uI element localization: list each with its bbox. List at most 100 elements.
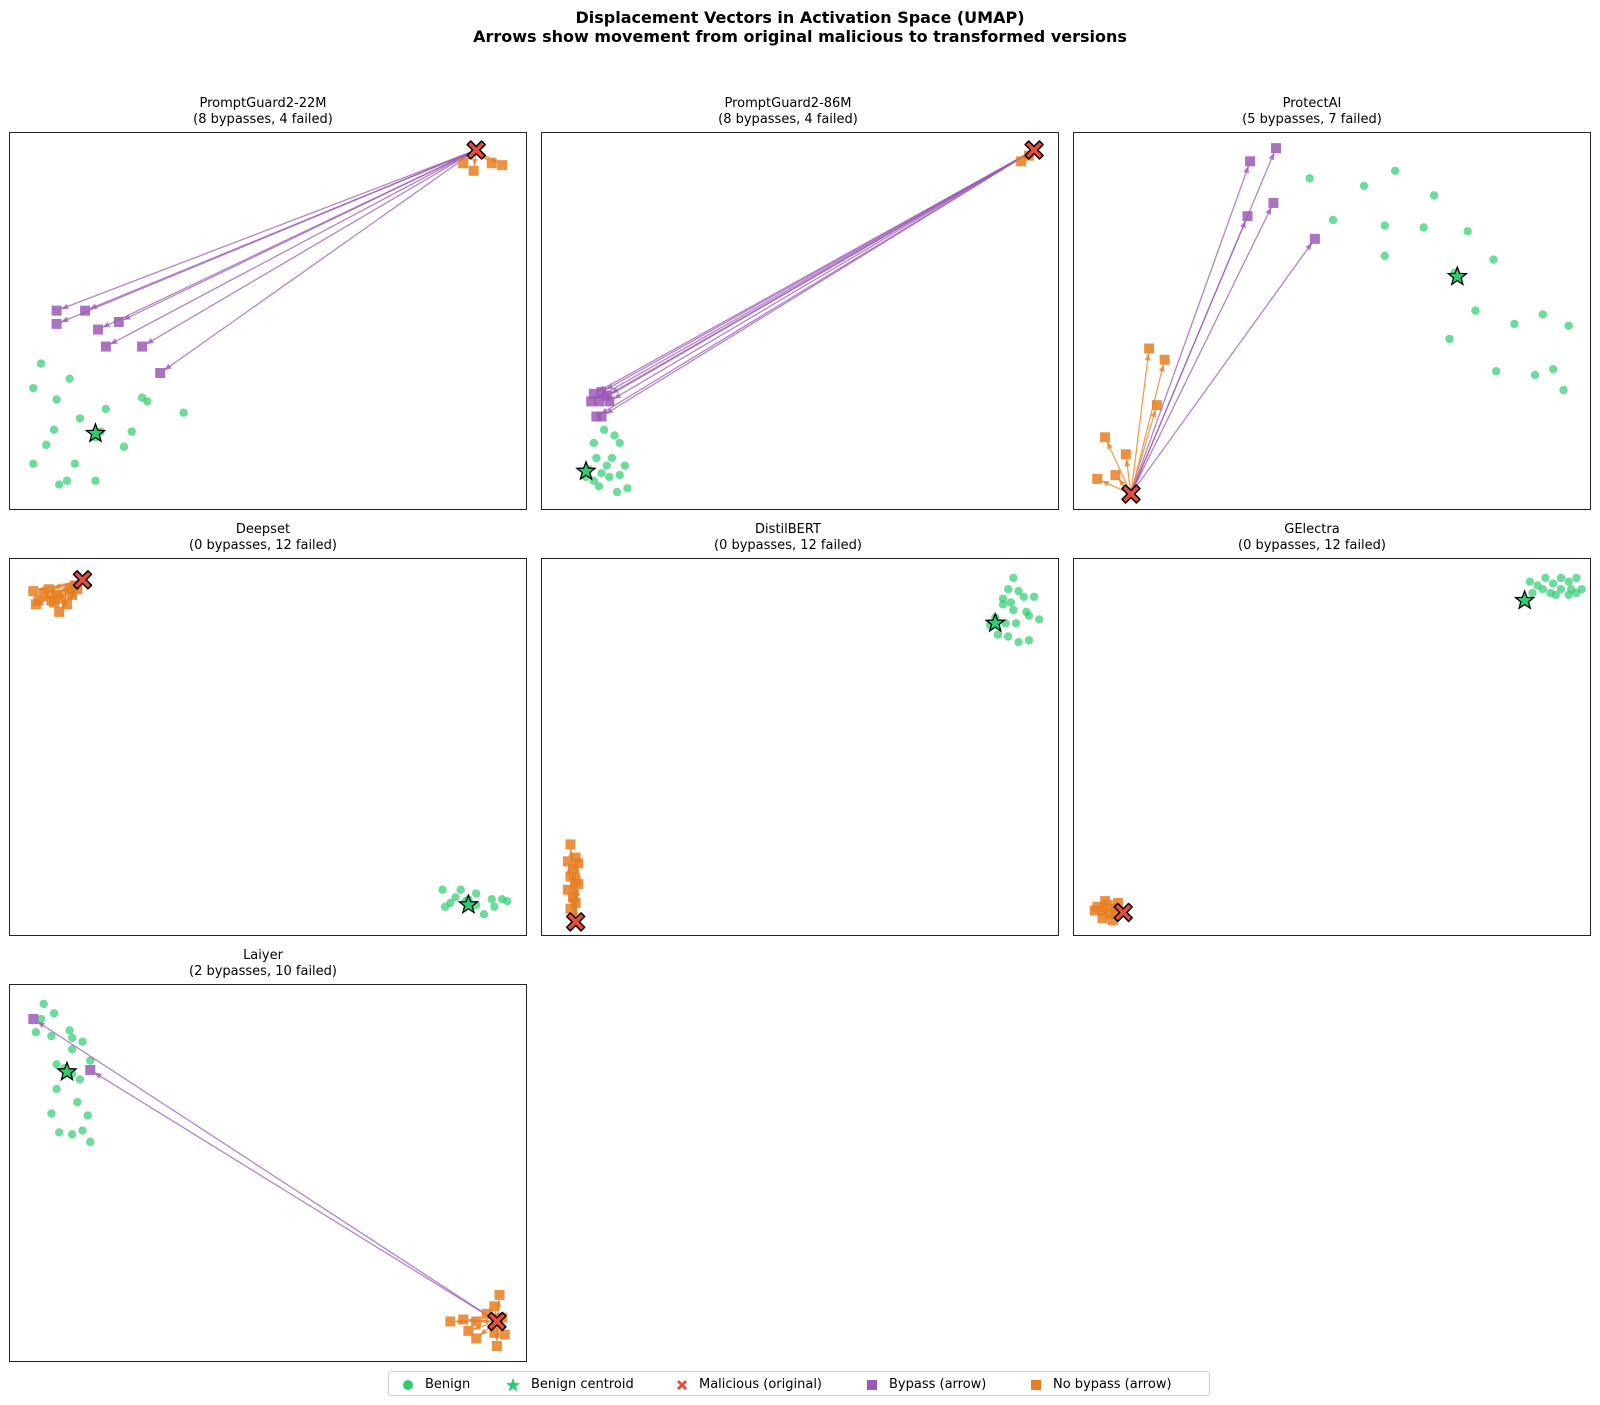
benign-marker-icon xyxy=(403,1379,413,1390)
bypass-point xyxy=(28,1014,39,1025)
malicious-original-marker xyxy=(565,912,586,932)
bypass-point xyxy=(586,396,597,407)
panel-subtitle: (2 bypasses, 10 failed) xyxy=(189,964,337,979)
no-bypass-point xyxy=(49,597,60,608)
benign-centroid-marker xyxy=(1513,589,1536,610)
benign-point xyxy=(1011,619,1021,628)
bypass-point xyxy=(1242,211,1253,222)
displacement-arrow xyxy=(1130,364,1165,495)
benign-point xyxy=(605,472,614,482)
no-bypass-point xyxy=(481,1308,492,1319)
plot-svg xyxy=(1092,143,1573,504)
benign-point xyxy=(67,1045,77,1054)
arrow-head xyxy=(53,583,62,589)
bypass-point xyxy=(113,317,124,327)
no-bypass-point xyxy=(64,584,75,595)
no-bypass-point xyxy=(471,1333,482,1344)
legend-item-no-bypass: No bypass (arrow) xyxy=(1029,1372,1172,1397)
panel-title-gelectra: GElectra (0 bypasses, 12 failed) xyxy=(1052,522,1572,554)
benign-point xyxy=(49,425,59,434)
bypass-point xyxy=(596,411,607,422)
benign-point xyxy=(1525,577,1535,586)
benign-point xyxy=(86,1137,95,1147)
no-bypass-point xyxy=(463,1325,474,1336)
bypass-point xyxy=(1268,197,1279,208)
panel-subtitle: (8 bypasses, 4 failed) xyxy=(193,112,333,127)
arrow-head xyxy=(110,338,118,345)
panel-title-promptguard2-86m: PromptGuard2-86M (8 bypasses, 4 failed) xyxy=(528,96,1048,128)
benign-point xyxy=(127,427,136,436)
legend-label: Benign centroid xyxy=(531,1377,634,1392)
benign-point xyxy=(1029,592,1039,601)
chart-suptitle-line2: Arrows show movement from original malic… xyxy=(473,27,1127,46)
malicious-original-marker xyxy=(1113,902,1133,923)
benign-point xyxy=(1548,365,1558,374)
benign-point xyxy=(83,1111,92,1120)
benign-centroid-marker xyxy=(457,893,480,915)
displacement-arrow xyxy=(102,149,477,329)
panel-title-protectai: ProtectAI (5 bypasses, 7 failed) xyxy=(1052,96,1572,128)
panel-name: Deepset xyxy=(235,522,291,537)
arrow-head xyxy=(123,314,131,320)
displacement-arrow xyxy=(1130,220,1247,495)
arrow-head xyxy=(605,383,614,390)
bypass-point xyxy=(80,305,91,316)
displacement-arrow xyxy=(1130,207,1272,495)
arrow-head xyxy=(1101,480,1110,487)
no-bypass-point xyxy=(1105,909,1116,920)
arrow-head xyxy=(1158,364,1165,373)
bypass-point xyxy=(93,324,104,335)
arrow-head xyxy=(1243,166,1249,174)
malicious-original-marker xyxy=(1121,484,1141,504)
arrow-head xyxy=(1144,353,1151,361)
no-bypass-point xyxy=(38,588,49,599)
benign-point xyxy=(1419,223,1428,232)
benign-point xyxy=(62,476,72,485)
panel-title-promptguard2-22m: PromptGuard2-22M (8 bypasses, 4 failed) xyxy=(3,96,523,128)
bypass-point xyxy=(604,396,615,407)
chart-suptitle-line1: Displacement Vectors in Activation Space… xyxy=(575,8,1025,27)
no-bypass-point xyxy=(67,589,78,600)
bypass-point xyxy=(51,305,62,316)
no-bypass-point xyxy=(499,1329,510,1340)
benign-point xyxy=(1004,632,1013,641)
no-bypass-point xyxy=(570,852,581,863)
benign-point xyxy=(67,1130,77,1139)
displacement-arrow xyxy=(1130,353,1150,495)
no-bypass-point xyxy=(61,599,72,610)
benign-point xyxy=(65,374,74,383)
benign-point xyxy=(1530,370,1540,380)
arrow-head xyxy=(61,316,69,323)
legend-item-centroid: Benign centroid xyxy=(505,1372,634,1397)
no-bypass-point xyxy=(562,856,573,867)
benign-point xyxy=(1564,590,1573,600)
benign-point xyxy=(91,476,100,485)
bypass-point xyxy=(1309,233,1320,244)
benign-point xyxy=(86,1056,95,1065)
benign-point xyxy=(1429,191,1439,200)
benign-point xyxy=(1572,588,1581,598)
benign-point xyxy=(119,442,129,451)
no-bypass-point xyxy=(562,884,573,895)
panel-subtitle: (0 bypasses, 12 failed) xyxy=(1238,538,1386,553)
plot-svg xyxy=(28,999,510,1351)
benign-point xyxy=(1572,573,1581,583)
benign-point xyxy=(55,480,64,489)
plot-svg xyxy=(562,573,1044,932)
benign-point xyxy=(179,408,188,417)
panel-title-laiyer: Laiyer (2 bypasses, 10 failed) xyxy=(3,948,523,980)
benign-point xyxy=(49,1009,59,1018)
panel-name: GElectra xyxy=(1284,522,1340,537)
panel-title-deepset: Deepset (0 bypasses, 12 failed) xyxy=(3,522,523,554)
displacement-arrow xyxy=(61,149,477,310)
benign-point xyxy=(490,902,499,911)
benign-point xyxy=(1328,215,1338,225)
benign-point xyxy=(1009,573,1018,583)
displacement-arrow xyxy=(37,1021,498,1322)
plot-svg xyxy=(1089,573,1586,925)
displacement-arrow xyxy=(595,149,1035,400)
benign-point xyxy=(615,438,624,448)
no-bypass-point xyxy=(494,1289,505,1300)
no-bypass-point xyxy=(497,160,508,171)
benign-point xyxy=(1380,251,1389,261)
